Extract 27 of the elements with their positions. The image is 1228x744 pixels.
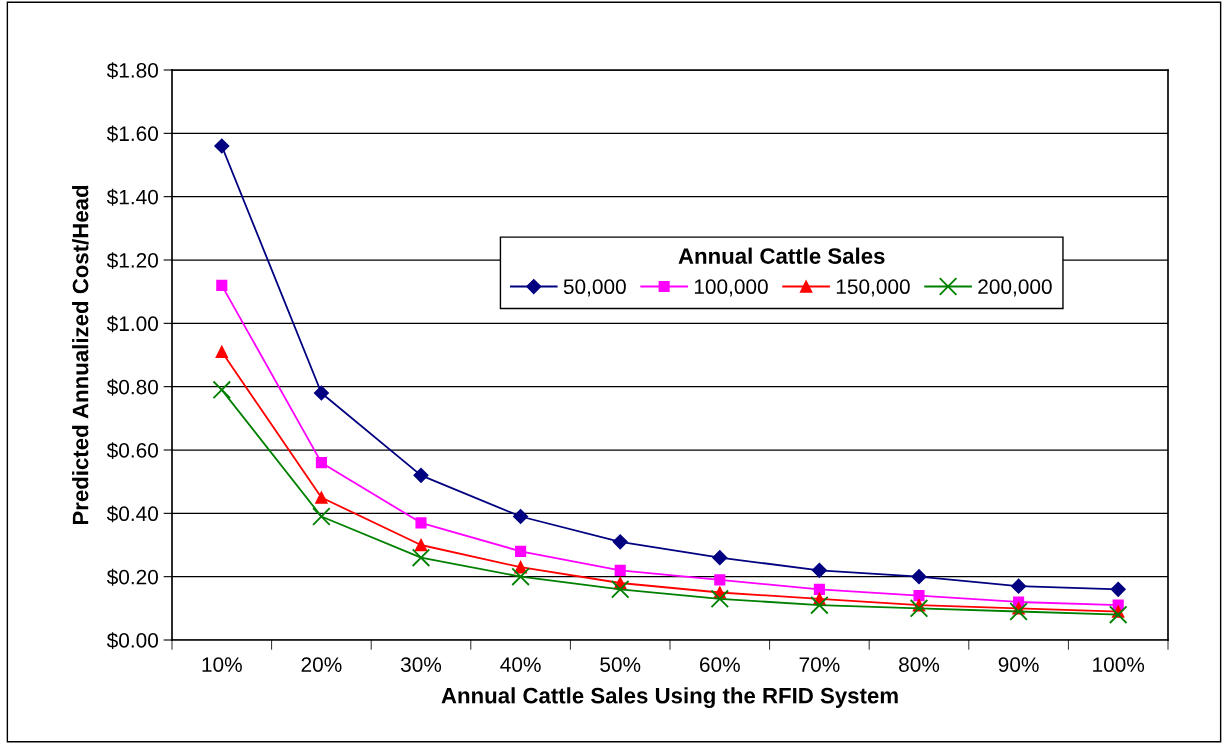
x-tick-label: 20% bbox=[301, 657, 342, 672]
x-tick-label: 50% bbox=[600, 657, 641, 672]
y-tick-label: $0.20 bbox=[106, 568, 158, 586]
x-tick-label: 30% bbox=[400, 657, 442, 672]
x-tick-label: 70% bbox=[799, 657, 840, 672]
y-axis-title: Predicted Annualized Cost/Head bbox=[72, 185, 89, 525]
y-tick-label: $1.40 bbox=[106, 188, 158, 206]
x-tick-label: 90% bbox=[998, 657, 1039, 672]
x-tick-label: 60% bbox=[700, 657, 740, 672]
legend-label: 50,000 bbox=[563, 279, 626, 297]
y-tick-label: $1.60 bbox=[106, 125, 158, 143]
x-tick-label: 100% bbox=[1093, 657, 1145, 672]
x-tick-label: 80% bbox=[899, 657, 940, 672]
y-tick-label: $0.40 bbox=[106, 505, 158, 523]
y-tick-label: $1.20 bbox=[106, 252, 158, 269]
legend-label: 150,000 bbox=[836, 279, 910, 297]
y-tick-label: $0.00 bbox=[106, 632, 158, 649]
y-tick-label: $1.80 bbox=[106, 62, 158, 79]
legend-label: 200,000 bbox=[978, 279, 1052, 297]
x-axis-title: Annual Cattle Sales Using the RFID System bbox=[441, 687, 898, 709]
y-tick-label: $1.00 bbox=[106, 315, 158, 333]
y-tick-label: $0.80 bbox=[106, 378, 158, 396]
legend-title: Annual Cattle Sales bbox=[678, 247, 885, 264]
x-tick-label: 10% bbox=[202, 657, 242, 672]
legend-label: 100,000 bbox=[694, 279, 768, 297]
x-tick-label: 40% bbox=[500, 657, 541, 672]
y-tick-label: $0.60 bbox=[106, 442, 158, 459]
